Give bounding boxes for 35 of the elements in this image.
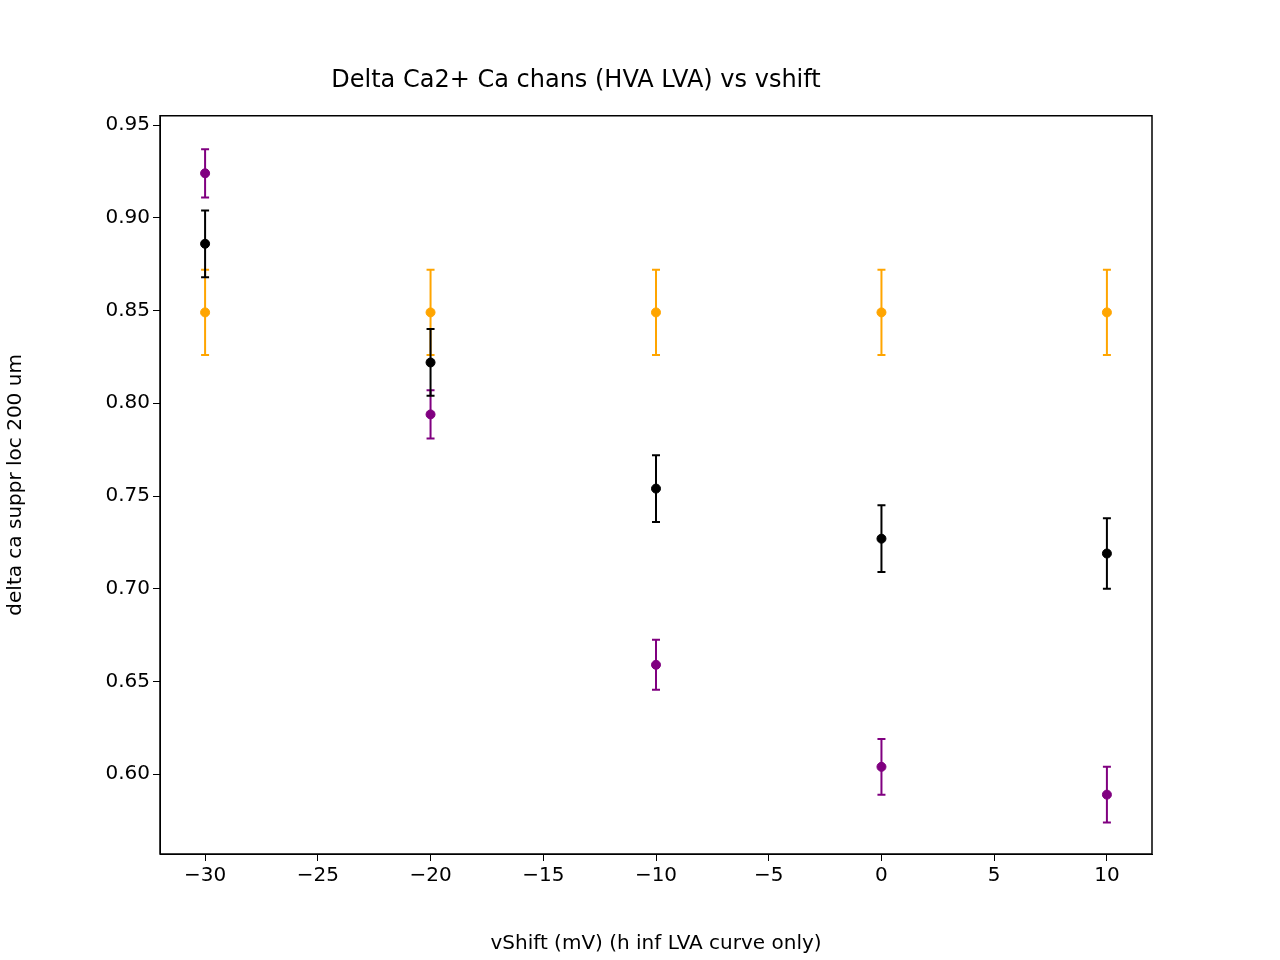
point <box>200 168 211 179</box>
x-tick-label: −10 <box>634 862 678 887</box>
point <box>200 238 211 249</box>
x-tick-label: −25 <box>296 862 339 887</box>
x-tick-label: −20 <box>409 862 452 887</box>
point <box>651 659 661 670</box>
y-tick-label: 0.75 <box>105 482 150 507</box>
y-tick-label: 0.90 <box>105 204 150 229</box>
y-tick-label: 0.95 <box>105 111 150 136</box>
y-tick-label: 0.80 <box>105 389 150 414</box>
point <box>651 483 661 494</box>
y-tick-label: 0.60 <box>105 760 150 785</box>
point <box>1101 548 1112 559</box>
point <box>876 533 887 544</box>
x-tick-label: 0 <box>875 862 888 887</box>
point <box>1101 789 1112 800</box>
point <box>876 307 887 318</box>
x-tick-label: −5 <box>753 862 784 887</box>
x-axis-title: vShift (mV) (h inf LVA curve only) <box>490 930 822 955</box>
point <box>876 761 887 772</box>
x-tick-label: 10 <box>1094 862 1120 887</box>
y-tick-label: 0.65 <box>105 667 150 692</box>
point <box>651 307 661 318</box>
point <box>425 357 436 368</box>
x-tick-label: −15 <box>522 862 565 887</box>
point <box>1101 307 1112 318</box>
point <box>425 409 436 420</box>
y-tick-label: 0.85 <box>105 296 150 321</box>
y-tick-label: 0.70 <box>105 574 150 599</box>
x-tick-label: −30 <box>183 862 227 887</box>
point <box>200 307 211 318</box>
chart-title: Delta Ca2+ Ca chans (HVA LVA) vs vshift <box>331 64 821 93</box>
y-axis-title: delta ca suppr loc 200 um <box>2 354 27 616</box>
point <box>425 307 436 318</box>
x-tick-label: 5 <box>987 862 1001 887</box>
